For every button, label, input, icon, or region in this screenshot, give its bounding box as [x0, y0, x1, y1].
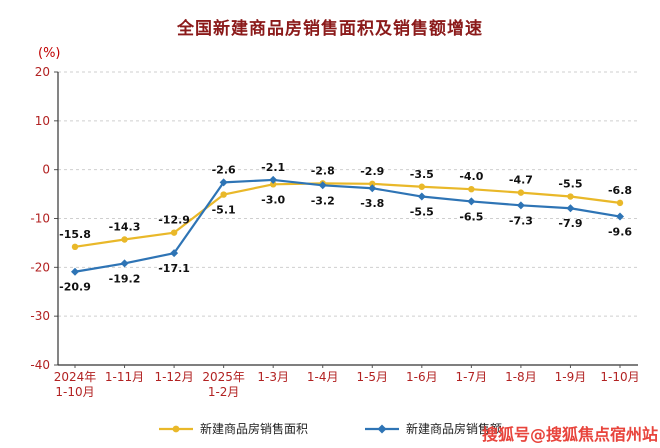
- svg-text:-30: -30: [30, 309, 50, 323]
- svg-text:1-2月: 1-2月: [208, 385, 240, 399]
- svg-text:-12.9: -12.9: [158, 214, 190, 227]
- svg-text:-3.5: -3.5: [410, 168, 434, 181]
- svg-text:-5.1: -5.1: [212, 204, 236, 217]
- svg-text:2024年: 2024年: [54, 370, 97, 384]
- svg-text:1-10月: 1-10月: [600, 370, 639, 384]
- svg-text:-5.5: -5.5: [558, 178, 582, 191]
- svg-text:-3.8: -3.8: [360, 197, 384, 210]
- svg-text:1-9月: 1-9月: [555, 370, 587, 384]
- svg-text:-3.2: -3.2: [311, 194, 335, 207]
- svg-text:-6.5: -6.5: [459, 210, 483, 223]
- svg-text:-3.0: -3.0: [261, 193, 285, 206]
- svg-text:-40: -40: [30, 358, 50, 372]
- svg-text:1-5月: 1-5月: [356, 370, 388, 384]
- svg-text:1-10月: 1-10月: [55, 385, 94, 399]
- watermark: 搜狐号@搜狐焦点宿州站: [481, 425, 658, 444]
- svg-text:-7.9: -7.9: [558, 217, 582, 230]
- svg-text:-4.7: -4.7: [509, 174, 533, 187]
- svg-text:-20.9: -20.9: [59, 281, 91, 294]
- y-axis-unit-label: (%): [38, 46, 61, 61]
- svg-text:-5.5: -5.5: [410, 206, 434, 219]
- svg-text:10: 10: [35, 114, 50, 128]
- svg-text:-15.8: -15.8: [59, 228, 91, 241]
- svg-text:-2.1: -2.1: [261, 161, 285, 174]
- legend-item-sales-area: 新建商品房销售面积: [158, 420, 308, 437]
- legend-label-sales-amount: 新建商品房销售额: [406, 422, 503, 436]
- svg-text:-2.9: -2.9: [360, 165, 384, 178]
- svg-text:1-3月: 1-3月: [257, 370, 289, 384]
- svg-text:-20: -20: [30, 260, 50, 274]
- svg-text:-2.8: -2.8: [311, 164, 335, 177]
- chart-legend: 新建商品房销售面积 新建商品房销售额: [0, 420, 660, 437]
- svg-text:-9.6: -9.6: [608, 226, 632, 239]
- svg-text:-2.6: -2.6: [212, 163, 236, 176]
- legend-item-sales-amount: 新建商品房销售额: [364, 420, 502, 437]
- svg-text:2025年: 2025年: [202, 370, 245, 384]
- svg-text:-6.8: -6.8: [608, 184, 632, 197]
- svg-text:20: 20: [35, 65, 50, 79]
- svg-text:0: 0: [42, 163, 50, 177]
- svg-text:1-12月: 1-12月: [154, 370, 193, 384]
- svg-text:-10: -10: [30, 212, 50, 226]
- legend-marker-sales-area-icon: [158, 425, 193, 432]
- svg-text:-4.0: -4.0: [459, 170, 483, 183]
- svg-text:1-4月: 1-4月: [307, 370, 339, 384]
- svg-text:1-8月: 1-8月: [505, 370, 537, 384]
- svg-text:1-6月: 1-6月: [406, 370, 438, 384]
- svg-text:-17.1: -17.1: [158, 262, 190, 275]
- legend-label-sales-area: 新建商品房销售面积: [199, 422, 308, 436]
- svg-text:-19.2: -19.2: [109, 272, 141, 285]
- svg-text:1-11月: 1-11月: [105, 370, 144, 384]
- chart-title: 全国新建商品房销售面积及销售额增速: [177, 19, 483, 39]
- svg-text:-7.3: -7.3: [509, 214, 533, 227]
- legend-marker-sales-amount-icon: [365, 424, 399, 433]
- svg-text:1-7月: 1-7月: [456, 370, 488, 384]
- svg-text:-14.3: -14.3: [109, 220, 141, 233]
